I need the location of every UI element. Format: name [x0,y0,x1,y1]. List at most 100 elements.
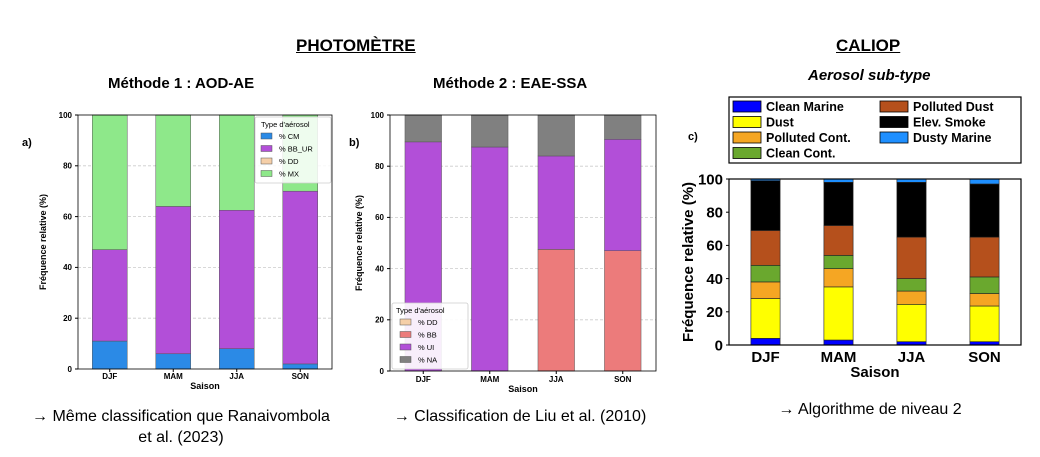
legend-label: % DD [418,318,438,327]
legend-box [728,96,1022,164]
bar-jja-clean-cont [896,278,927,292]
legend-box [254,116,332,184]
x-tick-label: SON [614,375,632,384]
bar-djf-elev-smoke [750,180,781,231]
legend-label: % DD [279,157,299,166]
bar-djf-mx [92,114,128,250]
y-axis-label: Fréquence relative (%) [38,194,48,290]
legend-swatch [399,318,412,326]
x-tick-label: SON [292,372,310,381]
y-axis-label: Fréquence relative (%) [680,182,697,342]
legend-label: % BB [418,331,437,340]
plot-frame [389,114,657,372]
x-tick-label: MAM [480,375,499,384]
bar-djf-na [404,114,442,143]
legend-swatch [260,157,273,165]
bar-djf-clean-marine [750,338,781,346]
bar-son-elev-smoke [969,183,1000,238]
bar-jja-na [537,114,575,157]
legend-swatch [732,100,762,113]
bar-son-ui [604,139,642,251]
bar-mam-cm [155,353,191,370]
x-axis-label: Saison [190,381,220,391]
caliop-subtitle: Aerosol sub-type [808,67,931,84]
panel-label: c) [688,131,698,143]
y-tick-label: 20 [63,314,72,323]
legend-swatch [260,132,273,140]
legend-swatch [879,116,909,128]
legend-swatch [260,170,273,177]
bar-son-polluted-dust [969,236,1000,278]
legend-title: Type d'aérosol [261,120,310,129]
bar-mam-ui [471,146,509,372]
bar-son-bb-ur [282,190,318,365]
bar-jja-polluted-cont [896,290,927,305]
bar-djf-dust [750,298,781,339]
legend-label: % NA [418,356,437,365]
y-tick-label: 60 [375,213,384,222]
bar-djf-cm [92,340,128,370]
bar-son-polluted-cont [969,293,1000,307]
bar-djf-clean-cont [750,265,781,283]
y-tick-label: 40 [706,271,723,288]
y-tick-label: 60 [63,212,72,221]
bar-djf-bb-ur [92,249,128,342]
legend-label: Clean Cont. [766,147,835,161]
y-tick-label: 100 [59,111,73,120]
legend-label: % UI [418,343,434,352]
y-tick-label: 80 [63,162,72,171]
y-tick-label: 80 [375,162,384,171]
x-tick-label: MAM [821,349,857,366]
legend-swatch [732,116,762,128]
legend-label: % MX [279,170,299,179]
plot-frame [77,114,333,370]
legend-label: % CM [279,132,299,141]
legend-swatch [732,147,762,159]
legend-swatch [399,343,412,351]
y-tick-label: 40 [63,263,72,272]
bar-jja-bb-ur [219,210,255,349]
caption-2: → Classification de Liu et al. (2010) [393,408,647,425]
bar-son-dust [969,305,1000,342]
method-2-title: Méthode 2 : EAE-SSA [433,75,588,92]
legend-swatch [399,356,412,363]
x-tick-label: DJF [416,375,431,384]
panel-label: b) [349,137,360,149]
y-tick-label: 100 [371,111,385,120]
bar-mam-clean-cont [823,255,854,269]
bar-mam-polluted-cont [823,268,854,288]
plot-frame [728,178,1022,346]
bar-son-bb [604,250,642,372]
bar-jja-bb [537,249,575,372]
bar-son-dusty-marine [969,178,1000,185]
bar-jja-dust [896,304,927,342]
bar-mam-mx [155,114,191,207]
y-tick-label: 0 [380,367,385,376]
bar-son-cm [282,363,318,370]
y-tick-label: 0 [715,337,723,354]
bar-mam-polluted-dust [823,225,854,256]
x-tick-label: DJF [751,349,779,366]
y-axis-label: Fréquence relative (%) [354,195,364,291]
caption-1-line2: et al. (2023) [138,429,224,446]
x-tick-label: DJF [102,372,117,381]
bar-mam-dust [823,286,854,341]
bar-jja-ui [537,155,575,250]
bar-mam-bb-ur [155,206,191,355]
legend-label: Clean Marine [766,100,844,114]
x-axis-label: Saison [508,384,538,394]
legend-label: Dust [766,116,795,130]
bar-mam-clean-marine [823,339,854,346]
x-axis-label: Saison [850,364,899,381]
bar-jja-mx [219,114,255,211]
legend-label: Dusty Marine [913,131,992,145]
x-tick-label: JJA [898,349,926,366]
bar-mam-elev-smoke [823,182,854,226]
bar-jja-elev-smoke [896,182,927,238]
x-tick-label: SON [968,349,1001,366]
legend-label: Polluted Cont. [766,131,851,145]
legend-swatch [732,131,762,144]
y-tick-label: 20 [706,304,723,321]
bar-mam-na [471,114,509,148]
chart-c: DJF MAM JJA SON 0 20 40 60 80 100 Saison Fréquence … [680,96,1022,381]
